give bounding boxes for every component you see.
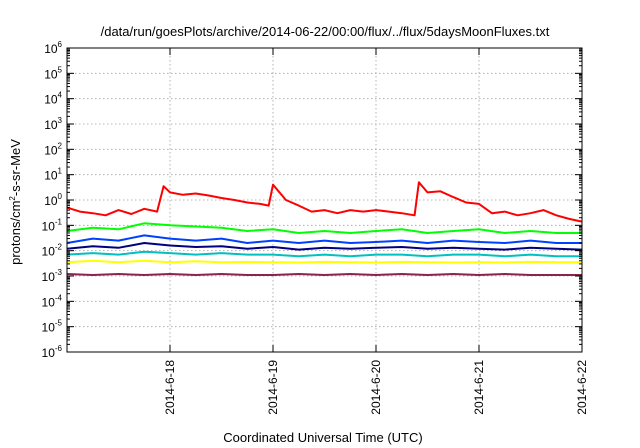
y-tick-exp: 0	[58, 192, 63, 201]
y-tick-exp: -5	[55, 319, 63, 328]
y-tick-base: 10	[44, 118, 58, 132]
y-tick-label: 10-1	[42, 217, 63, 233]
y-tick-exp: -1	[55, 217, 63, 226]
y-tick-base: 10	[42, 346, 56, 360]
x-tick-label: 2014-6-18	[163, 360, 177, 415]
series-line-0	[66, 181, 583, 223]
series-line-5	[66, 259, 582, 264]
y-tick-base: 10	[44, 169, 58, 183]
y-tick-base: 10	[44, 194, 58, 208]
y-tick-base: 10	[42, 321, 56, 335]
y-axis-label-base: protons/cm	[8, 201, 23, 265]
y-tick-base: 10	[42, 219, 56, 233]
x-tick-label: 2014-6-20	[369, 360, 383, 415]
y-tick-exp: -4	[55, 293, 63, 302]
series-group	[66, 181, 583, 276]
y-tick-label: 10-3	[42, 268, 63, 284]
y-tick-base: 10	[42, 295, 56, 309]
y-axis: 10-610-510-410-310-210-11001011021031041…	[42, 40, 582, 360]
x-tick-label: 2014-6-21	[472, 360, 486, 415]
x-tick-label: 2014-6-22	[575, 360, 589, 415]
y-tick-label: 10-6	[42, 344, 63, 360]
y-tick-exp: -6	[55, 344, 63, 353]
y-tick-label: 103	[44, 116, 62, 132]
y-tick-base: 10	[44, 42, 58, 56]
series-line-6	[66, 273, 582, 276]
y-axis-label-sup: 2	[8, 196, 17, 201]
x-axis-label: Coordinated Universal Time (UTC)	[223, 430, 422, 445]
y-tick-base: 10	[42, 270, 56, 284]
y-tick-base: 10	[44, 93, 58, 107]
y-tick-exp: 3	[58, 116, 63, 125]
y-tick-label: 106	[44, 40, 62, 56]
y-tick-label: 104	[44, 91, 62, 107]
series-line-1	[66, 222, 582, 234]
y-tick-exp: 4	[58, 91, 63, 100]
y-tick-label: 101	[44, 167, 62, 183]
y-tick-exp: 6	[58, 40, 63, 49]
y-tick-base: 10	[44, 143, 58, 157]
series-line-4	[66, 250, 582, 258]
series-line-2	[66, 234, 582, 244]
y-tick-label: 10-2	[42, 243, 63, 259]
chart-title: /data/run/goesPlots/archive/2014-06-22/0…	[101, 24, 550, 39]
y-tick-exp: 1	[58, 167, 63, 176]
y-tick-label: 102	[44, 141, 62, 157]
y-axis-label-rest: -s-sr-MeV	[8, 139, 23, 196]
y-tick-exp: 2	[58, 141, 63, 150]
y-tick-label: 105	[44, 65, 62, 81]
y-axis-label: protons/cm2-s-sr-MeV	[8, 139, 23, 265]
y-tick-label: 10-5	[42, 319, 63, 335]
y-tick-exp: -3	[55, 268, 63, 277]
x-tick-label: 2014-6-19	[266, 360, 280, 415]
series-line-3	[66, 242, 583, 251]
x-axis: 2014-6-18 2014-6-19 2014-6-20 2014-6-21 2014…	[163, 48, 589, 415]
y-tick-exp: 5	[58, 65, 63, 74]
y-tick-label: 10-4	[42, 293, 63, 309]
y-tick-base: 10	[42, 245, 56, 259]
grid	[67, 47, 583, 353]
y-tick-exp: -2	[55, 243, 63, 252]
y-tick-base: 10	[44, 67, 58, 81]
y-tick-label: 100	[44, 192, 62, 208]
